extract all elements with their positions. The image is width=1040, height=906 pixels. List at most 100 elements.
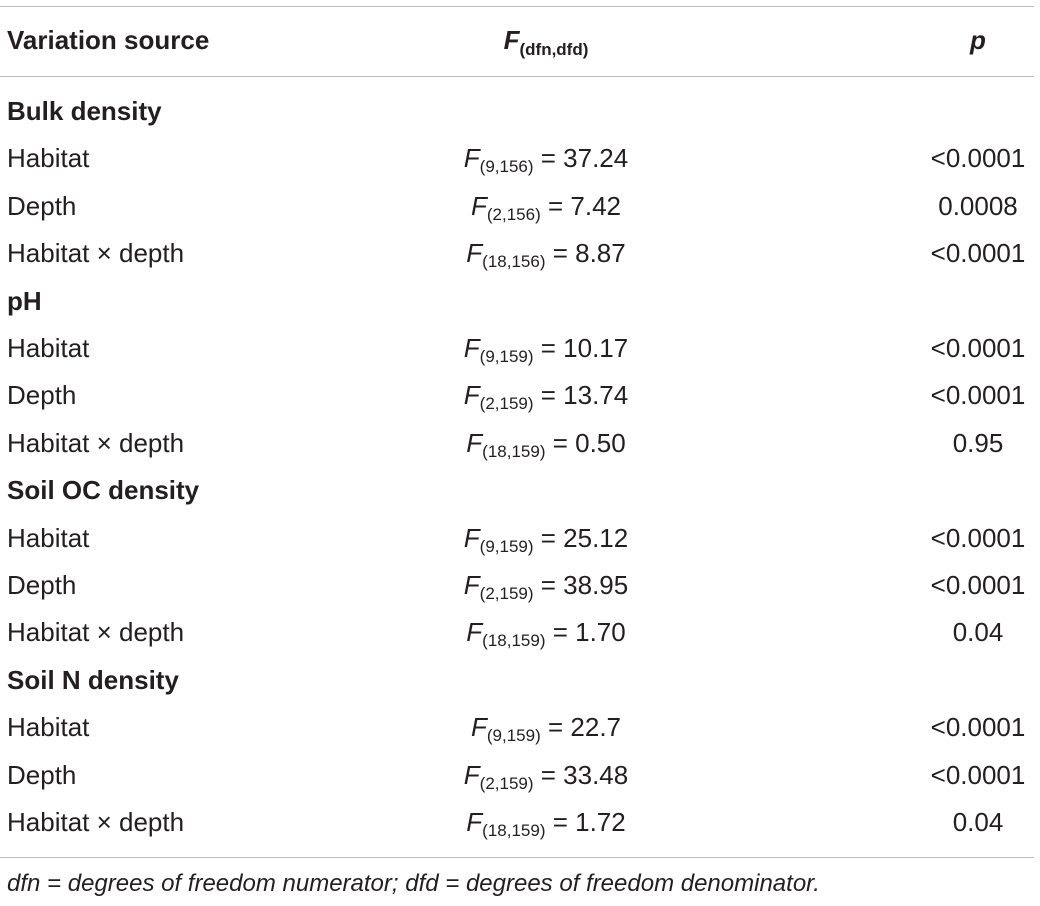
f-value: = 1.72	[545, 807, 626, 837]
table-row: Depth F(2,156) = 7.42 0.0008	[0, 183, 1034, 230]
p-value-cell: <0.0001	[930, 380, 1026, 411]
f-subscript: (18,156)	[482, 252, 546, 272]
f-statistic-cell: F(2,159) = 38.95	[344, 562, 748, 609]
f-value: = 13.74	[533, 380, 629, 411]
p-value-cell: 0.0008	[938, 190, 1018, 221]
f-symbol: F	[466, 238, 483, 269]
variation-source-cell: Habitat	[7, 522, 90, 553]
p-value-cell: <0.0001	[930, 570, 1026, 600]
f-statistic-cell: F(2,159) = 13.74	[344, 372, 748, 419]
f-value: = 7.42	[540, 190, 621, 221]
f-subscript: (9,159)	[479, 536, 534, 556]
p-value-cell: 0.04	[952, 617, 1004, 648]
f-subscript: (18,159)	[482, 821, 546, 840]
table-row: Depth F(2,159) = 38.95 <0.0001	[0, 562, 1034, 609]
f-value: = 10.17	[533, 333, 629, 363]
f-statistic-cell: F(9,159) = 10.17	[344, 325, 748, 372]
table-header-rule	[0, 76, 1034, 77]
f-statistic-cell: F(18,156) = 8.87	[344, 230, 748, 277]
f-symbol: F	[463, 333, 480, 363]
section-header: Soil OC density	[0, 467, 1034, 514]
f-subscript: (2,159)	[479, 773, 534, 793]
f-symbol: F	[463, 380, 480, 411]
f-symbol: F	[463, 570, 480, 600]
p-value-cell: <0.0001	[930, 759, 1026, 790]
f-subscript: (9,159)	[479, 347, 534, 366]
f-symbol: F	[471, 712, 487, 743]
section-title: Soil OC density	[7, 475, 200, 506]
header-f-subscript: (dfn,dfd)	[519, 40, 589, 59]
section-title: Bulk density	[7, 96, 162, 126]
f-statistic-cell: F(9,156) = 37.24	[344, 135, 748, 182]
p-value-cell: <0.0001	[930, 522, 1026, 553]
f-statistic-cell: F(18,159) = 0.50	[344, 420, 748, 467]
f-subscript: (9,156)	[479, 157, 534, 177]
p-value-cell: <0.0001	[930, 143, 1026, 174]
p-value-cell: <0.0001	[930, 333, 1026, 363]
f-symbol: F	[463, 759, 480, 790]
p-value-cell: 0.95	[952, 427, 1004, 458]
f-statistic-cell: F(18,159) = 1.70	[344, 609, 748, 656]
variation-source-cell: Habitat	[7, 333, 90, 363]
f-symbol: F	[463, 522, 480, 553]
f-symbol: F	[466, 807, 483, 837]
table-row: Habitat F(9,159) = 10.17 <0.0001	[0, 325, 1034, 372]
table-header: Variation source F(dfn,dfd) p	[0, 17, 1034, 64]
variation-source-cell: Habitat × depth	[7, 807, 185, 837]
variation-source-cell: Depth	[7, 570, 77, 600]
f-value: = 0.50	[545, 427, 626, 458]
variation-source-cell: Habitat × depth	[7, 617, 185, 648]
section-header: Bulk density	[0, 88, 1034, 135]
p-value-cell: 0.04	[952, 807, 1004, 837]
f-symbol: F	[463, 143, 480, 174]
f-subscript: (2,159)	[479, 584, 534, 603]
table-top-rule	[0, 6, 1034, 7]
f-statistic-cell: F(18,159) = 1.72	[344, 799, 748, 846]
variation-source-cell: Depth	[7, 190, 77, 221]
variation-source-cell: Habitat × depth	[7, 238, 185, 269]
p-value-cell: <0.0001	[930, 238, 1026, 269]
f-subscript: (2,159)	[479, 394, 534, 414]
f-subscript: (9,159)	[486, 726, 541, 746]
table-row: Habitat F(9,159) = 25.12 <0.0001	[0, 515, 1034, 562]
header-variation-source: Variation source	[7, 25, 210, 55]
f-value: = 22.7	[540, 712, 621, 743]
f-value: = 38.95	[533, 570, 629, 600]
f-statistic-cell: F(2,156) = 7.42	[344, 183, 748, 230]
header-p-value: p	[970, 25, 986, 55]
p-value-cell: <0.0001	[930, 712, 1026, 743]
f-value: = 25.12	[533, 522, 629, 553]
f-value: = 1.70	[545, 617, 626, 648]
table-row: Depth F(2,159) = 33.48 <0.0001	[0, 752, 1034, 799]
header-f-symbol: F	[503, 25, 520, 55]
f-statistic-cell: F(9,159) = 22.7	[344, 704, 748, 751]
header-f-statistic: F(dfn,dfd)	[344, 17, 748, 64]
table-row: Depth F(2,159) = 13.74 <0.0001	[0, 372, 1034, 419]
f-value: = 8.87	[545, 238, 626, 269]
f-value: = 37.24	[533, 143, 629, 174]
table-row: Habitat × depth F(18,159) = 1.72 0.04	[0, 799, 1034, 846]
variation-source-cell: Depth	[7, 380, 77, 411]
f-symbol: F	[466, 427, 483, 458]
f-statistic-cell: F(2,159) = 33.48	[344, 752, 748, 799]
table-row: Habitat F(9,156) = 37.24 <0.0001	[0, 135, 1034, 182]
section-title: pH	[7, 285, 42, 316]
f-subscript: (18,159)	[482, 441, 546, 461]
f-symbol: F	[466, 617, 483, 648]
table-row: Habitat × depth F(18,159) = 1.70 0.04	[0, 609, 1034, 656]
variation-source-cell: Depth	[7, 759, 77, 790]
variation-source-cell: Habitat × depth	[7, 427, 185, 458]
table-row: Habitat × depth F(18,159) = 0.50 0.95	[0, 420, 1034, 467]
section-title: Soil N density	[7, 664, 179, 695]
table-footnote: dfn = degrees of freedom numerator; dfd …	[7, 870, 820, 897]
variation-source-cell: Habitat	[7, 712, 90, 743]
f-subscript: (2,156)	[486, 204, 541, 224]
section-header: pH	[0, 278, 1034, 325]
f-value: = 33.48	[533, 759, 629, 790]
f-subscript: (18,159)	[482, 631, 546, 651]
table-row: Habitat F(9,159) = 22.7 <0.0001	[0, 704, 1034, 751]
table-row: Habitat × depth F(18,156) = 8.87 <0.0001	[0, 230, 1034, 277]
section-header: Soil N density	[0, 657, 1034, 704]
variation-source-cell: Habitat	[7, 143, 90, 174]
f-statistic-cell: F(9,159) = 25.12	[344, 515, 748, 562]
